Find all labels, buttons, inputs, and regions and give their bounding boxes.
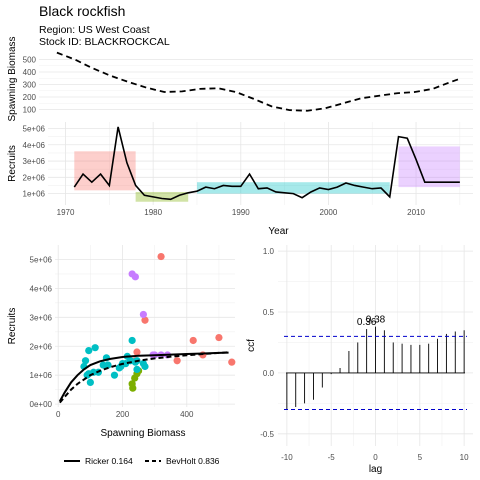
y-tick-label: 500 xyxy=(23,56,37,65)
y-tick-label: 2e+06 xyxy=(23,173,46,182)
legend-label-ricker: Ricker 0.164 xyxy=(85,456,133,466)
regime-band xyxy=(135,191,189,202)
y-tick-label: 0.0 xyxy=(263,369,275,378)
spawning-biomass-line xyxy=(56,51,460,112)
x-tick-label: 5 xyxy=(418,453,423,462)
x-tick-label: 1970 xyxy=(57,208,75,217)
stock-recruit-point xyxy=(157,252,165,261)
y-tick-label: 3e+06 xyxy=(23,157,46,166)
stock-recruit-point xyxy=(215,333,223,342)
x-tick-label: 10 xyxy=(460,453,469,462)
stock-recruit-point xyxy=(128,336,136,345)
stock-recruit-point xyxy=(83,371,91,379)
header: Black rockfish Region: US West Coast Sto… xyxy=(0,0,480,50)
y-tick-label: 0e+00 xyxy=(30,400,53,409)
stock-recruit-point xyxy=(110,371,119,379)
x-axis-label: Spawning Biomass xyxy=(100,428,185,439)
y-tick-label: 200 xyxy=(23,93,37,102)
x-axis-label: Year xyxy=(268,226,289,237)
y-tick-label: 4e+06 xyxy=(23,141,46,150)
legend: Ricker 0.164 BevHolt 0.836 xyxy=(64,456,220,466)
stock-recruit-scatter: 0e+00 1e+06 2e+06 3e+06 4e+06 5e+06 0 200 400 Rec… xyxy=(7,245,236,466)
legend-label-bevholt: BevHolt 0.836 xyxy=(166,456,220,466)
y-tick-label: -0.5 xyxy=(260,430,274,439)
stock-recruit-point xyxy=(81,357,90,365)
y-axis-label: Recruits xyxy=(7,145,18,182)
stock-recruit-point xyxy=(228,358,236,366)
y-tick-label: 5e+06 xyxy=(23,125,46,134)
x-tick-label: 2000 xyxy=(320,208,338,217)
y-tick-label: 2e+06 xyxy=(30,342,53,351)
y-tick-label: 100 xyxy=(23,106,37,115)
stock-recruit-point xyxy=(133,348,141,356)
y-tick-label: 300 xyxy=(23,81,37,90)
stock-recruit-point xyxy=(133,365,141,373)
ccf-plot: -0.5 0.0 0.5 1.0 -10 -5 0 5 10 0.360.38 ccf lag xyxy=(246,245,473,475)
stock-recruit-point xyxy=(129,384,137,392)
stock-id-subtitle: Stock ID: BLACKROCKCAL xyxy=(39,36,170,48)
x-tick-label: -5 xyxy=(328,453,336,462)
x-tick-label: 2010 xyxy=(407,208,425,217)
y-tick-label: 1.0 xyxy=(263,247,275,256)
stock-recruit-point xyxy=(91,344,99,352)
ccf-annotation: 0.38 xyxy=(366,315,386,326)
stock-recruit-point xyxy=(139,310,147,319)
stock-recruit-point xyxy=(85,346,93,355)
x-axis-label: lag xyxy=(369,464,382,475)
stock-recruit-point xyxy=(189,336,197,345)
regime-band xyxy=(74,151,136,191)
recruits-line xyxy=(73,126,460,201)
y-tick-label: 1e+06 xyxy=(23,190,46,199)
y-tick-label: 0.5 xyxy=(263,308,275,317)
x-tick-label: 200 xyxy=(116,410,130,419)
y-tick-label: 5e+06 xyxy=(30,255,53,264)
regime-band xyxy=(398,146,460,188)
y-tick-label: 4e+06 xyxy=(30,284,53,293)
region-subtitle: Region: US West Coast xyxy=(39,24,150,36)
x-tick-label: 0 xyxy=(373,453,378,462)
y-axis-label: Spawning Biomass xyxy=(7,36,18,121)
x-tick-label: 0 xyxy=(56,410,61,419)
x-tick-label: 1980 xyxy=(144,208,162,217)
y-axis-label: Recruits xyxy=(7,308,18,345)
x-tick-label: -10 xyxy=(281,453,293,462)
x-tick-label: 400 xyxy=(180,410,194,419)
chart-title: Black rockfish xyxy=(39,3,126,19)
stock-recruit-point xyxy=(131,273,139,281)
stock-recruit-point xyxy=(141,316,149,324)
stock-recruit-point xyxy=(173,357,181,365)
y-tick-label: 3e+06 xyxy=(30,313,53,322)
stock-recruit-point xyxy=(104,361,112,369)
stock-recruit-point xyxy=(86,378,94,387)
y-axis-label: ccf xyxy=(246,339,257,352)
y-tick-label: 400 xyxy=(23,68,37,77)
y-tick-label: 1e+06 xyxy=(30,371,53,380)
spawning-biomass-timeseries: 100 200 300 400 500 Spawning Biomass xyxy=(7,36,473,122)
x-tick-label: 1990 xyxy=(232,208,250,217)
stock-recruit-point xyxy=(141,362,149,371)
ccf-annotation: 0.36 xyxy=(357,317,377,328)
regime-band xyxy=(196,182,390,194)
bevholt-curve xyxy=(59,351,229,404)
recruits-timeseries: 1e+06 2e+06 3e+06 4e+06 5e+06 1970 1980 1990 200… xyxy=(7,122,473,237)
